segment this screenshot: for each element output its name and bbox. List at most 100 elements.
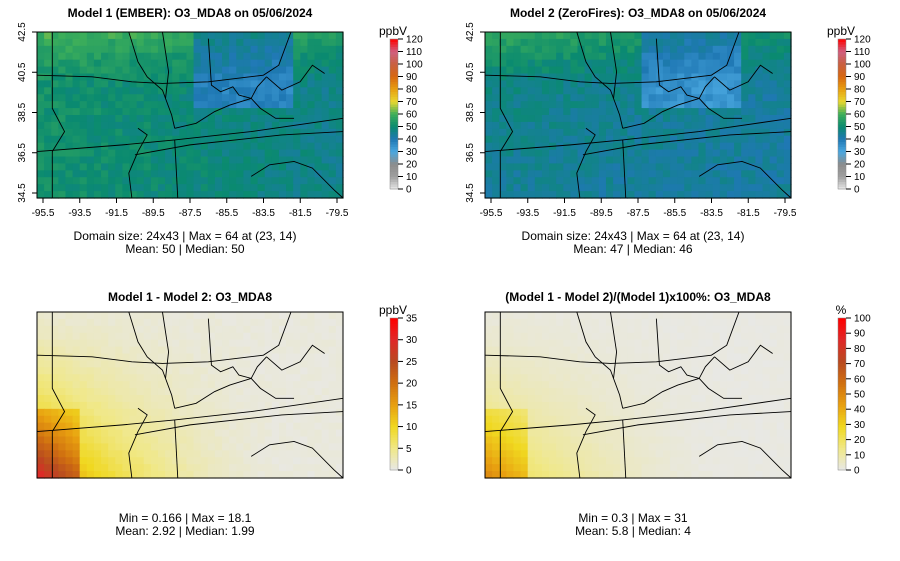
heatmap-cell [286,360,294,368]
colorbar-swatch [390,149,398,152]
heatmap-cell [214,360,223,368]
heatmap-cell [577,52,586,61]
heatmap-cell [670,395,678,403]
heatmap-cell [584,339,593,348]
heatmap-cell [520,80,529,88]
heatmap-cell [243,177,252,185]
heatmap-cell [783,142,792,151]
x-tick-label: -89.5 [590,208,613,219]
heatmap-cell [307,128,316,137]
heatmap-cell [485,346,493,355]
colorbar-swatch [390,338,398,342]
heatmap-cell [705,401,714,410]
heatmap-cell [712,177,721,185]
heatmap-cell [293,388,301,396]
heatmap-cell [307,318,316,327]
heatmap-cell [72,87,81,95]
heatmap-cell [499,80,507,88]
heatmap-cell [93,101,102,109]
heatmap-cell [250,101,259,109]
colorbar-swatch [838,437,846,441]
heatmap-cell [143,346,152,355]
heatmap-cell [93,191,102,199]
heatmap-cell [136,101,145,109]
heatmap-cell [72,45,81,54]
heatmap-cell [698,429,707,438]
heatmap-cell [570,339,579,348]
heatmap-cell [677,457,685,465]
heatmap-cell [179,450,188,458]
heatmap-cell [783,332,792,341]
heatmap-cell [335,464,344,472]
heatmap-cell [776,94,785,102]
heatmap-cell [93,346,102,355]
colorbar-swatch [390,104,398,107]
heatmap-cell [605,471,614,479]
heatmap-cell [748,471,757,479]
heatmap-cell [620,401,628,410]
heatmap-cell [108,318,116,327]
heatmap-cell [634,339,643,348]
heatmap-cell [335,443,344,451]
heatmap-cell [513,415,522,424]
heatmap-cell [300,464,309,472]
heatmap-cell [556,457,564,465]
heatmap-cell [734,45,742,54]
heatmap-cell [648,374,657,382]
heatmap-cell [314,332,323,341]
heatmap-cell [58,115,67,123]
heatmap-cell [193,450,202,458]
heatmap-cell [328,429,337,438]
heatmap-cell [769,381,778,389]
heatmap-cell [570,395,579,403]
heatmap-cell [634,191,643,199]
heatmap-cell [662,332,671,341]
heatmap-cell [591,170,600,178]
heatmap-cell [655,388,664,396]
heatmap-cell [691,388,700,396]
heatmap-cell [200,464,209,472]
state-border [714,64,773,91]
heatmap-cell [101,346,109,355]
heatmap-cell [705,177,714,185]
heatmap-cell [691,101,700,109]
heatmap-cell [577,128,586,137]
heatmap-cell [691,121,700,130]
heatmap-cell [300,45,309,54]
heatmap-cell [492,32,500,40]
heatmap-cell [563,135,571,144]
heatmap-cell [286,45,294,54]
colorbar-swatch [390,54,398,57]
colorbar-tick-label: 0 [406,466,412,477]
heatmap-cell [165,66,173,75]
heatmap-cell [563,80,571,88]
heatmap-cell [172,318,180,327]
heatmap-cell [613,73,621,82]
heatmap-cell [108,408,116,417]
heatmap-cell [563,115,571,123]
heatmap-cell [65,450,74,458]
heatmap-cell [257,177,266,185]
heatmap-cell [655,38,664,47]
heatmap-cell [150,360,159,368]
heatmap-cell [741,87,749,95]
heatmap-cell [719,422,728,431]
heatmap-cell [51,353,59,362]
heatmap-cell [734,367,742,375]
heatmap-cell [200,312,209,320]
heatmap-cell [712,415,721,424]
heatmap-cell [250,45,259,54]
heatmap-cell [719,429,728,438]
heatmap-cell [44,408,52,417]
heatmap-cell [549,32,557,40]
heatmap-cell [157,471,166,479]
state-border [207,318,267,379]
heatmap-cell [520,339,529,348]
heatmap-cell [271,422,280,431]
heatmap-cell [136,408,145,417]
heatmap-cell [513,38,522,47]
heatmap-cell [300,408,309,417]
heatmap-cell [755,121,764,130]
colorbar-swatch [390,343,398,347]
heatmap-cell [229,59,237,68]
